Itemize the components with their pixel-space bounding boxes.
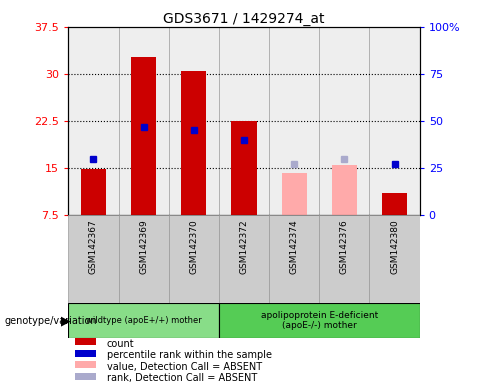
Bar (382, 193, 407, 215)
Bar (269, 27, 319, 215)
Bar (75, 350, 97, 357)
Bar (169, 27, 219, 215)
Bar (231, 121, 257, 215)
Bar (119, 27, 169, 215)
FancyBboxPatch shape (169, 215, 219, 303)
Bar (81, 169, 106, 215)
FancyBboxPatch shape (68, 215, 119, 303)
Text: wildtype (apoE+/+) mother: wildtype (apoE+/+) mother (86, 316, 202, 325)
Bar (75, 338, 97, 345)
Text: GSM142372: GSM142372 (240, 220, 248, 274)
Bar (282, 173, 307, 215)
Text: GSM142367: GSM142367 (89, 220, 98, 274)
FancyBboxPatch shape (369, 215, 420, 303)
Text: count: count (107, 339, 135, 349)
Title: GDS3671 / 1429274_at: GDS3671 / 1429274_at (163, 12, 325, 26)
FancyBboxPatch shape (219, 215, 269, 303)
FancyBboxPatch shape (269, 215, 319, 303)
Text: GSM142376: GSM142376 (340, 220, 349, 274)
Text: GSM142374: GSM142374 (290, 220, 299, 274)
Text: value, Detection Call = ABSENT: value, Detection Call = ABSENT (107, 362, 262, 372)
Text: ▶: ▶ (61, 314, 71, 327)
Text: rank, Detection Call = ABSENT: rank, Detection Call = ABSENT (107, 373, 257, 383)
Text: apolipoprotein E-deficient
(apoE-/-) mother: apolipoprotein E-deficient (apoE-/-) mot… (261, 311, 378, 330)
Bar (131, 57, 156, 215)
Bar (181, 71, 206, 215)
Bar (75, 373, 97, 380)
FancyBboxPatch shape (68, 303, 219, 338)
Bar (319, 27, 369, 215)
Text: GSM142369: GSM142369 (139, 220, 148, 274)
Bar (75, 361, 97, 368)
Text: percentile rank within the sample: percentile rank within the sample (107, 350, 272, 360)
Text: GSM142380: GSM142380 (390, 220, 399, 274)
Text: GSM142370: GSM142370 (189, 220, 198, 274)
FancyBboxPatch shape (219, 303, 420, 338)
Bar (219, 27, 269, 215)
Text: genotype/variation: genotype/variation (5, 316, 98, 326)
FancyBboxPatch shape (119, 215, 169, 303)
Bar (369, 27, 420, 215)
Bar (332, 165, 357, 215)
Bar (68, 27, 119, 215)
FancyBboxPatch shape (319, 215, 369, 303)
